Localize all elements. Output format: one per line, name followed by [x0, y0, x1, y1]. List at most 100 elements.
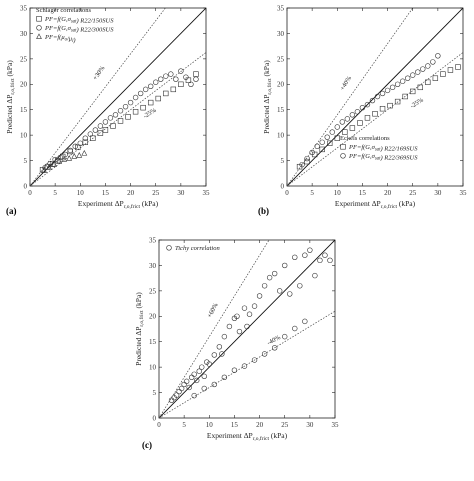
- data-point: [327, 257, 333, 264]
- legend-entry: PF=f(G,σsat) R22/300SUS: [44, 25, 114, 34]
- y-axis-label: Predicted ΔPr,o,frict (kPa): [5, 60, 16, 134]
- data-point: [302, 252, 308, 258]
- series-3: [41, 150, 88, 173]
- y-axis-label: Predicted ΔPr,o,frict (kPa): [134, 292, 145, 366]
- data-point: [317, 257, 323, 264]
- data-point: [193, 71, 199, 77]
- data-point: [90, 135, 96, 141]
- data-point: [52, 156, 58, 163]
- x-tick-label: 25: [281, 421, 289, 429]
- data-point: [170, 86, 177, 93]
- legend-entry: PF=f(G,σsat) R22/369SUS: [348, 153, 418, 162]
- data-point: [410, 88, 416, 95]
- data-point: [342, 129, 348, 135]
- x-axis-label: Experiment ΔPr,o,frict (kPa): [207, 431, 288, 442]
- data-point: [329, 129, 335, 135]
- panel-label: (b): [258, 206, 269, 216]
- data-point: [147, 83, 154, 90]
- x-tick-label: 15: [359, 189, 367, 197]
- y-tick-label: 35: [277, 4, 285, 12]
- series-1: [168, 247, 333, 403]
- data-point: [163, 90, 169, 97]
- data-point: [193, 76, 199, 82]
- data-point: [440, 71, 446, 77]
- data-point: [394, 81, 401, 87]
- data-point: [183, 378, 190, 385]
- x-tick-label: 5: [53, 189, 57, 197]
- data-point: [137, 90, 144, 97]
- y-tick-label: 15: [20, 106, 28, 114]
- data-point: [307, 247, 313, 253]
- data-point: [117, 118, 124, 124]
- data-point: [168, 71, 174, 77]
- data-point: [374, 93, 381, 100]
- y-tick-label: 25: [149, 287, 157, 295]
- data-point: [153, 79, 159, 85]
- y-tick-label: 25: [20, 55, 28, 63]
- data-point: [379, 105, 386, 112]
- data-point: [102, 127, 109, 133]
- legend-title: Schlager correlations: [36, 7, 92, 14]
- data-point: [191, 392, 197, 399]
- y-tick-label: 0: [281, 182, 285, 190]
- error-band-label: -25%: [409, 96, 425, 110]
- plot-frame: [286, 7, 464, 187]
- y-tick-label: 15: [149, 338, 157, 346]
- data-point: [206, 361, 212, 367]
- data-point: [231, 367, 238, 373]
- x-axis-label: Experiment ΔPr,o,frict (kPa): [335, 199, 416, 210]
- data-point: [344, 116, 351, 122]
- x-tick-label: 20: [127, 189, 135, 197]
- x-tick-label: 0: [285, 189, 289, 197]
- data-point: [404, 75, 411, 81]
- data-point: [271, 345, 278, 351]
- data-point: [173, 76, 179, 82]
- data-point: [302, 318, 308, 325]
- data-point: [226, 323, 233, 330]
- data-point: [163, 73, 169, 79]
- data-point: [324, 134, 330, 140]
- data-point: [201, 373, 207, 379]
- error-band-label: -25%: [142, 107, 158, 121]
- y-tick-label: 5: [24, 157, 28, 165]
- data-point: [261, 283, 268, 289]
- x-tick-label: 30: [177, 189, 185, 197]
- data-point: [384, 87, 391, 94]
- data-point: [81, 150, 88, 156]
- data-point: [394, 98, 401, 105]
- y-tick-label: 10: [20, 132, 28, 140]
- data-point: [447, 67, 454, 73]
- x-tick-label: 10: [77, 189, 85, 197]
- data-point: [256, 293, 263, 299]
- error-band-label: +60%: [206, 301, 220, 319]
- data-point: [244, 323, 250, 330]
- legend-marker: [166, 245, 172, 251]
- error-band-line: [30, 52, 206, 186]
- data-point: [142, 86, 149, 93]
- data-point: [51, 161, 58, 167]
- x-tick-label: 0: [157, 421, 161, 429]
- data-point: [219, 351, 225, 357]
- data-point: [415, 69, 421, 75]
- y-tick-label: 5: [153, 389, 157, 397]
- x-tick-label: 30: [434, 189, 442, 197]
- data-point: [117, 108, 124, 114]
- data-point: [127, 99, 134, 106]
- plot-frame: [158, 239, 336, 419]
- data-point: [188, 374, 195, 381]
- data-point: [349, 125, 356, 131]
- x-tick-label: 5: [310, 189, 314, 197]
- data-point: [364, 101, 371, 108]
- plot-frame: [29, 7, 207, 187]
- data-point: [56, 158, 63, 164]
- x-tick-label: 35: [332, 421, 340, 429]
- data-point: [97, 130, 104, 136]
- y-tick-label: 0: [153, 414, 157, 422]
- data-point: [334, 124, 340, 130]
- data-point: [319, 139, 325, 145]
- chart-panel-1: 0 5 10 15 20 25 30 35 0 5 10 15 20 25 30 35 +30% -25% Expe…: [5, 4, 210, 210]
- data-point: [432, 75, 439, 81]
- legend-marker: [36, 16, 42, 22]
- data-point: [282, 333, 288, 340]
